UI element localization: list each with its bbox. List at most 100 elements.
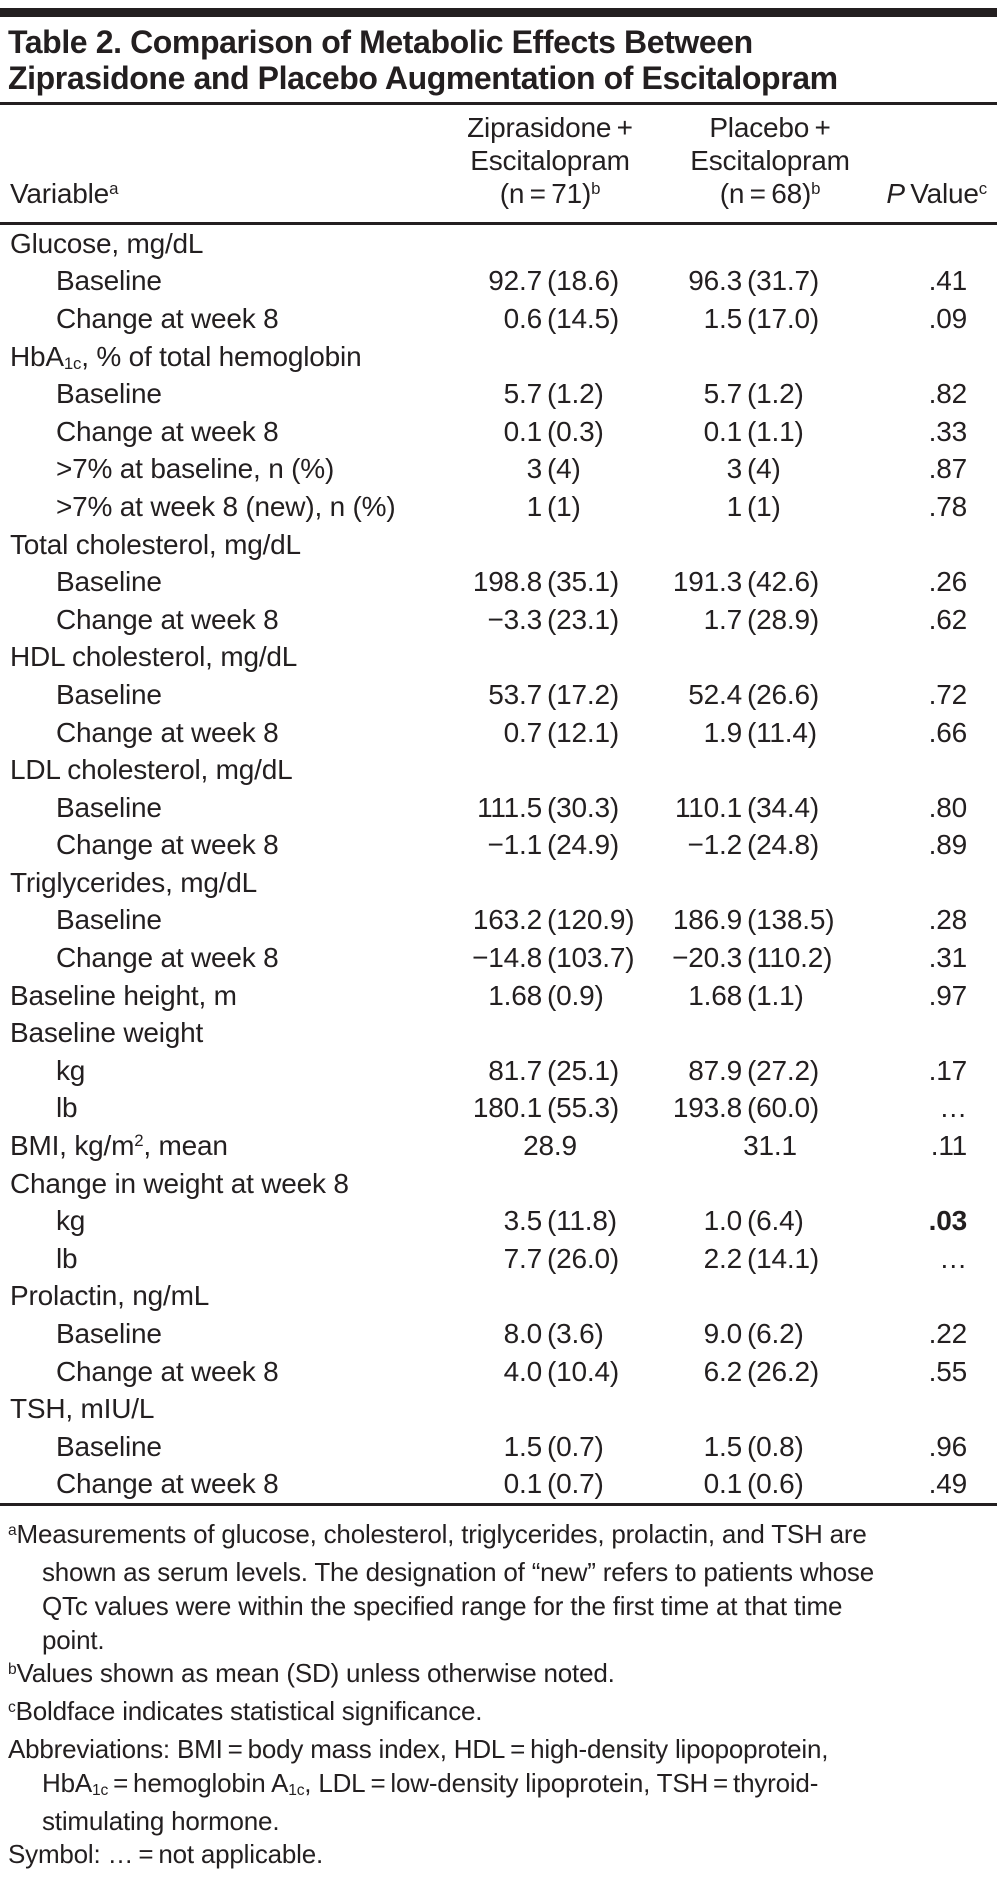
- table-row: Baseline 111.5 (30.3) 110.1 (34.4) .80: [0, 789, 997, 827]
- p-value-cell: .82: [928, 378, 968, 410]
- row-label: kg: [56, 1205, 86, 1237]
- value-cell: 0.6 (14.5): [440, 303, 660, 335]
- p-value-cell: …: [939, 1242, 967, 1274]
- mean-value: 87.9: [688, 1054, 742, 1086]
- column-header-p-value: P Valuec: [886, 178, 987, 209]
- sd-value: (0.9): [547, 979, 604, 1011]
- mean-value: 0.7: [503, 716, 543, 748]
- mean-value: −14.8: [472, 942, 542, 974]
- value-cell: 1.68 (0.9): [440, 980, 660, 1012]
- top-rule: [0, 8, 997, 17]
- footnote-line: HbA1c = hemoglobin A1c, LDL = low-densit…: [42, 1767, 819, 1799]
- p-value-cell: .22: [928, 1318, 968, 1350]
- value-cell: 4.0 (10.4): [440, 1356, 660, 1388]
- row-label: >7% at baseline, n (%): [56, 453, 335, 485]
- mean-value: 0.1: [503, 415, 543, 447]
- column-header-placebo: Placebo + Escitalopram (n = 68)b: [660, 111, 880, 214]
- p-value-cell: .72: [928, 678, 968, 710]
- row-label: Change at week 8: [56, 415, 279, 447]
- table-row: Change at week 8 0.1 (0.3) 0.1 (1.1) .33: [0, 413, 997, 451]
- row-label: Prolactin, ng/mL: [10, 1280, 210, 1312]
- sd-value: (0.7): [547, 1430, 604, 1462]
- column-header-variable: Variablea: [10, 178, 119, 209]
- mean-value: 4.0: [503, 1355, 543, 1387]
- value-cell: 9.0 (6.2): [660, 1318, 880, 1350]
- value-cell: −20.3 (110.2): [660, 942, 880, 974]
- mean-value: 52.4: [688, 678, 742, 710]
- sd-value: (60.0): [747, 1092, 819, 1124]
- value-cell: 198.8 (35.1): [440, 566, 660, 598]
- table-row: >7% at baseline, n (%) 3 (4) 3 (4) .87: [0, 451, 997, 489]
- row-label: Change at week 8: [56, 829, 279, 861]
- row-label: Baseline: [56, 378, 162, 410]
- mean-value: 1.5: [703, 302, 743, 334]
- mean-value: 1.68: [688, 979, 742, 1011]
- sd-value: (10.4): [547, 1355, 619, 1387]
- row-label: Baseline height, m: [10, 979, 237, 1011]
- sd-value: (4): [547, 453, 581, 485]
- sd-value: (26.2): [747, 1355, 819, 1387]
- sd-value: (28.9): [747, 603, 819, 635]
- value-cell: 5.7 (1.2): [660, 378, 880, 410]
- sd-value: (26.0): [547, 1242, 619, 1274]
- value-cell: 1.9 (11.4): [660, 717, 880, 749]
- sd-value: (34.4): [747, 791, 819, 823]
- mean-value: 1.7: [703, 603, 743, 635]
- row-label: Triglycerides, mg/dL: [10, 866, 258, 898]
- sd-value: (17.0): [747, 302, 819, 334]
- sd-value: (1.1): [747, 979, 804, 1011]
- mean-value: 9.0: [703, 1318, 743, 1350]
- sd-value: (26.6): [747, 678, 819, 710]
- mean-value: 1.68: [488, 979, 542, 1011]
- sd-value: (24.8): [747, 829, 819, 861]
- p-value-cell: .17: [928, 1054, 968, 1086]
- value-cell: 1.7 (28.9): [660, 604, 880, 636]
- table-row: Baseline 92.7 (18.6) 96.3 (31.7) .41: [0, 263, 997, 301]
- p-value-cell: …: [939, 1092, 967, 1124]
- sd-value: (3.6): [547, 1318, 604, 1350]
- row-label: Change at week 8: [56, 716, 279, 748]
- table-section-row: Baseline weight: [0, 1014, 997, 1052]
- mean-value: 1.0: [703, 1205, 743, 1237]
- mean-value: 0.1: [703, 415, 743, 447]
- p-value-cell: .26: [928, 566, 968, 598]
- table-title-line-1: Table 2. Comparison of Metabolic Effects…: [8, 24, 753, 60]
- row-label: Baseline: [56, 904, 162, 936]
- mean-value: 7.7: [503, 1242, 543, 1274]
- p-value-cell: .96: [928, 1430, 968, 1462]
- row-label: HbA1c, % of total hemoglobin: [10, 340, 362, 373]
- value-cell: 1.0 (6.4): [660, 1205, 880, 1237]
- mean-value: 0.6: [503, 302, 543, 334]
- p-value-cell: .41: [928, 265, 968, 297]
- table-row: Baseline 53.7 (17.2) 52.4 (26.6) .72: [0, 676, 997, 714]
- column-header-line: (n = 68)b: [719, 178, 821, 209]
- sd-value: (0.6): [747, 1468, 804, 1500]
- value-cell: 110.1 (34.4): [660, 792, 880, 824]
- sd-value: (0.7): [547, 1468, 604, 1500]
- value-cell: −3.3 (23.1): [440, 604, 660, 636]
- mean-value: 0.1: [703, 1468, 743, 1500]
- table-row: BMI, kg/m2, mean 28.9 31.1 .11: [0, 1127, 997, 1165]
- p-value-cell: .33: [928, 415, 968, 447]
- table-row: >7% at week 8 (new), n (%) 1 (1) 1 (1) .78: [0, 488, 997, 526]
- row-label: Change at week 8: [56, 603, 279, 635]
- row-label: HDL cholesterol, mg/dL: [10, 641, 298, 673]
- sd-value: (11.4): [747, 716, 817, 748]
- mean-value: 3: [526, 453, 543, 485]
- sd-value: (55.3): [547, 1092, 619, 1124]
- value-cell: 3 (4): [440, 453, 660, 485]
- value-cell: 0.1 (0.6): [660, 1468, 880, 1500]
- table-row: Change at week 8 0.1 (0.7) 0.1 (0.6) .49: [0, 1466, 997, 1504]
- table-section-row: TSH, mIU/L: [0, 1390, 997, 1428]
- footnote-line: point.: [42, 1624, 105, 1655]
- mean-value: 5.7: [503, 378, 543, 410]
- sd-value: (14.1): [747, 1242, 819, 1274]
- mean-value: −1.1: [487, 829, 543, 861]
- value-cell: 7.7 (26.0): [440, 1243, 660, 1275]
- sd-value: (17.2): [547, 678, 619, 710]
- mean-value: 0.1: [503, 1468, 543, 1500]
- row-label: BMI, kg/m2, mean: [10, 1130, 228, 1162]
- column-header-line: Escitalopram: [690, 145, 850, 176]
- row-label: Baseline weight: [10, 1017, 204, 1049]
